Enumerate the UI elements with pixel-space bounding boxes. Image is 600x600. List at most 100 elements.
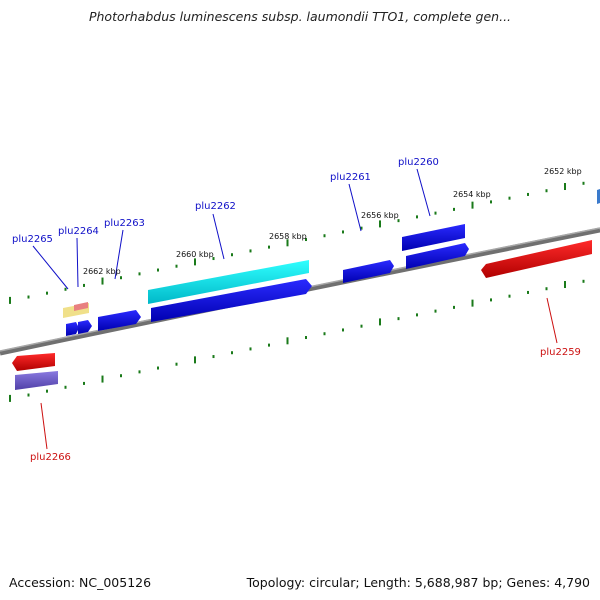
scale-label: 2660 kbp (176, 250, 214, 259)
tick-mark (157, 268, 159, 272)
tick-mark (582, 279, 585, 283)
tick-mark (249, 347, 252, 351)
tick-mark (305, 238, 307, 242)
tick-mark (471, 299, 474, 307)
tick-mark (175, 264, 178, 268)
tick-mark (490, 200, 492, 204)
tick-mark (64, 385, 67, 389)
tick-mark (434, 309, 437, 313)
tick-mark (323, 332, 326, 336)
tick-mark (175, 362, 178, 366)
tick-mark (453, 207, 455, 211)
tick-mark (231, 253, 233, 257)
gene-label-plu2266[interactable]: plu2266 (30, 452, 71, 463)
gene-label-plu2259[interactable]: plu2259 (540, 347, 581, 358)
tick-mark (46, 389, 48, 393)
tick-mark (212, 355, 215, 359)
tick-mark (249, 249, 252, 253)
tick-mark (397, 219, 400, 223)
gene-label-plu2262[interactable]: plu2262 (195, 201, 236, 212)
tick-mark (508, 294, 511, 298)
tick-mark (545, 287, 548, 291)
tick-mark (305, 336, 307, 340)
scale-label: 2656 kbp (361, 211, 399, 220)
scale-label: 2654 kbp (453, 190, 491, 199)
tick-mark (360, 324, 363, 328)
genome-summary: Topology: circular; Length: 5,688,987 bp… (246, 575, 590, 590)
tick-mark (27, 295, 30, 299)
tick-mark (342, 230, 344, 234)
accession-label: Accession: NC_005126 (9, 575, 152, 590)
tick-mark (9, 394, 11, 402)
tick-mark (268, 245, 270, 249)
tick-mark (416, 215, 418, 219)
gene-label-plu2261[interactable]: plu2261 (330, 172, 371, 183)
scale-ticks (9, 181, 585, 402)
map-title: Photorhabdus luminescens subsp. laumondi… (88, 9, 512, 24)
tick-mark (157, 366, 159, 370)
tick-mark (231, 351, 233, 355)
tick-mark (9, 296, 11, 304)
scale-label: 2658 kbp (269, 232, 307, 241)
tick-mark (434, 211, 437, 215)
tick-mark (323, 234, 326, 238)
gene-label-plu2260[interactable]: plu2260 (398, 157, 439, 168)
tick-mark (545, 189, 548, 193)
tick-mark (582, 181, 585, 185)
tick-mark (268, 343, 270, 347)
tick-mark (286, 337, 289, 345)
tick-mark (101, 277, 104, 285)
gene-feature-plu2266[interactable] (12, 353, 55, 371)
label-leaders-reverse (40, 297, 558, 450)
tick-mark (83, 283, 85, 287)
tick-mark (527, 192, 529, 196)
tick-mark (120, 374, 122, 378)
tick-mark (527, 290, 529, 294)
gene-label-plu2264[interactable]: plu2264 (58, 226, 99, 237)
tick-mark (564, 281, 566, 289)
tick-mark (120, 276, 122, 280)
tick-mark (194, 258, 196, 266)
gene-label-plu2263[interactable]: plu2263 (104, 218, 145, 229)
tick-mark (453, 305, 455, 309)
tick-mark (138, 272, 141, 276)
tick-mark (397, 317, 400, 321)
scale-label: 2662 kbp (83, 267, 121, 276)
cds-arrow[interactable] (66, 322, 79, 336)
cds-arrow[interactable] (151, 279, 312, 322)
gene-feature-plu2262[interactable] (148, 260, 309, 304)
tick-mark (564, 183, 566, 191)
tick-mark (508, 196, 511, 200)
scale-label: 2652 kbp (544, 167, 582, 176)
gene-feature-plu2264[interactable] (63, 302, 89, 318)
tick-mark (83, 381, 85, 385)
tick-mark (490, 298, 492, 302)
cds-arrow[interactable] (98, 310, 141, 331)
label-leaders (32, 168, 431, 290)
gene-feature-plu2259[interactable] (481, 240, 592, 278)
tick-mark (46, 291, 48, 295)
tick-mark (379, 318, 381, 326)
tick-mark (471, 201, 474, 209)
tick-mark (194, 356, 196, 364)
tick-mark (101, 375, 104, 383)
tick-mark (379, 220, 381, 228)
tick-mark (342, 328, 344, 332)
tick-mark (27, 393, 30, 397)
tick-mark (64, 287, 67, 291)
reverse-features (12, 240, 592, 390)
cds-arrow[interactable] (406, 243, 469, 269)
gene-label-plu2265[interactable]: plu2265 (12, 234, 53, 245)
forward-features (63, 189, 600, 336)
tick-mark (212, 257, 215, 261)
tick-mark (286, 239, 289, 247)
tick-mark (360, 226, 363, 230)
cds-arrow[interactable] (78, 320, 92, 334)
tick-mark (138, 370, 141, 374)
gene-bar-plu2266[interactable] (15, 371, 58, 390)
gene-feature-plu2260[interactable] (402, 224, 465, 251)
tick-mark (416, 313, 418, 317)
gene-feature-plu2261[interactable] (343, 260, 394, 283)
cds-edge[interactable] (597, 189, 600, 204)
